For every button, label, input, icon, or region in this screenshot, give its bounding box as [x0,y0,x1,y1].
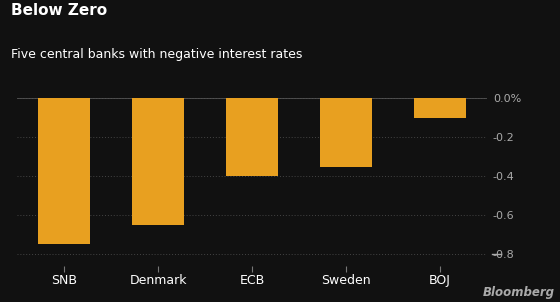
Bar [320,98,372,166]
Text: Below Zero: Below Zero [11,3,108,18]
Bar [38,98,90,244]
Bar [132,98,184,225]
Bar [414,98,466,118]
Text: Bloomberg: Bloomberg [482,286,554,299]
Text: Five central banks with negative interest rates: Five central banks with negative interes… [11,48,302,61]
Bar [226,98,278,176]
